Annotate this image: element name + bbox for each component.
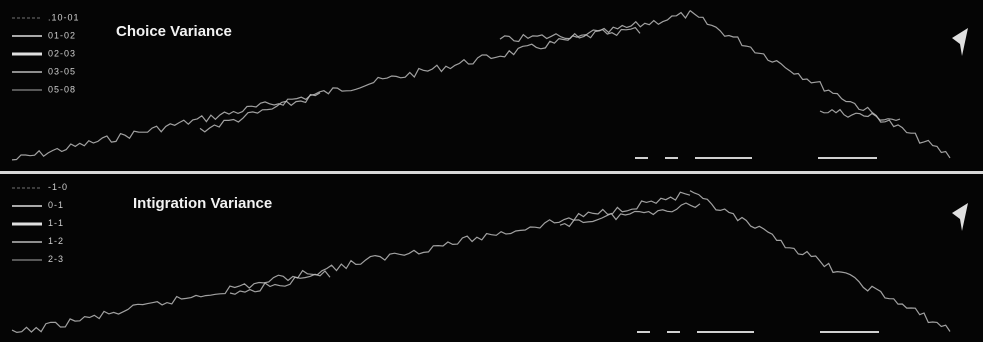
legend-label: 05-08 [48, 84, 76, 94]
legend-label: 02-03 [48, 48, 76, 58]
legend-label: .10-01 [48, 12, 80, 22]
legend-label: 03-05 [48, 66, 76, 76]
panel-title: Intigration Variance [133, 195, 272, 212]
panel-title: Choice Variance [116, 23, 232, 40]
legend-label: 01-02 [48, 30, 76, 40]
panel-divider [0, 171, 983, 174]
map-view: Choice Variance .10-01 01-02 02-03 03-05 05-… [0, 0, 983, 342]
